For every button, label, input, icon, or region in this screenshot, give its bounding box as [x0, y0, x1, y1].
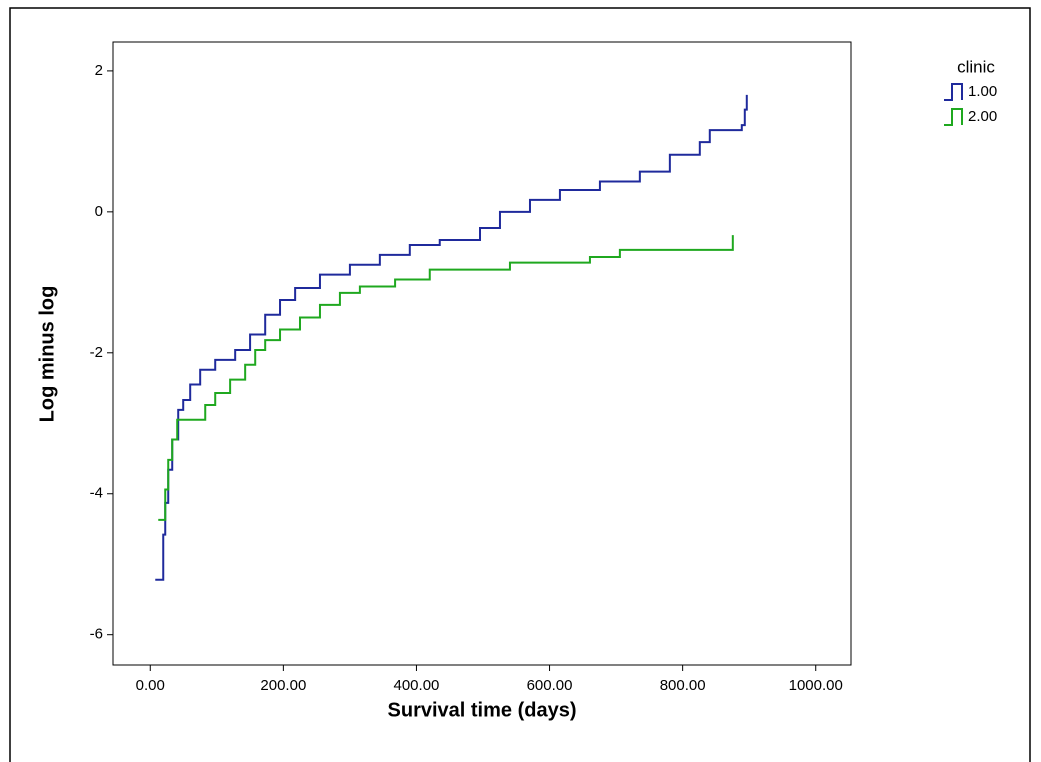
x-tick-label: 1000.00 [789, 677, 843, 694]
legend-title: clinic [957, 57, 995, 76]
y-tick-label: 2 [95, 62, 103, 79]
step-line [158, 235, 734, 521]
plot-area [112, 41, 852, 666]
legend-label: 1.00 [968, 83, 997, 100]
x-tick-label: 800.00 [660, 677, 706, 694]
legend-swatch [944, 108, 963, 126]
legend-swatch [944, 83, 963, 101]
x-axis-label: Survival time (days) [388, 699, 577, 721]
y-tick-label: -4 [90, 485, 103, 502]
step-line [155, 94, 748, 581]
x-tick-label: 400.00 [394, 677, 440, 694]
y-tick-label: -6 [90, 626, 103, 643]
y-tick-label: 0 [95, 203, 103, 220]
x-tick-label: 600.00 [527, 677, 573, 694]
x-tick-label: 0.00 [136, 677, 165, 694]
legend-label: 2.00 [968, 108, 997, 125]
y-axis-label: Log minus log [36, 286, 58, 423]
y-tick-label: -2 [90, 344, 103, 361]
frame [9, 7, 1031, 762]
x-tick-label: 200.00 [260, 677, 306, 694]
